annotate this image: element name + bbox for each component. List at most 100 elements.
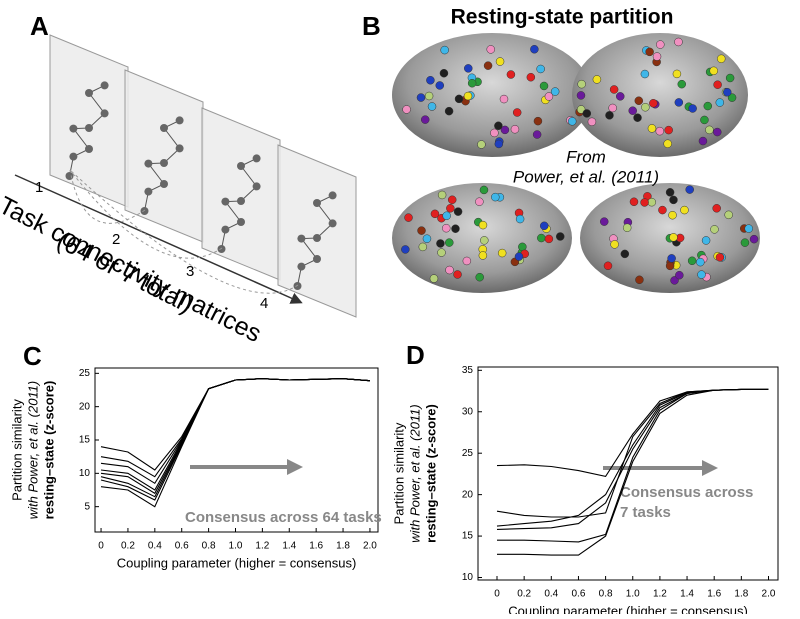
- brain-node: [424, 91, 434, 101]
- node: [144, 159, 153, 168]
- annotation: 7 tasks: [620, 504, 671, 521]
- brain-node: [454, 94, 464, 104]
- node: [65, 172, 74, 180]
- series-line: [100, 378, 370, 495]
- brain-node: [475, 272, 484, 282]
- brain-node: [526, 72, 536, 82]
- node: [237, 197, 245, 205]
- brain-node: [672, 69, 682, 79]
- brain-node: [633, 113, 642, 122]
- source: From: [566, 147, 606, 166]
- brain-node: [652, 52, 662, 61]
- plot-frame: [477, 366, 779, 581]
- brain-node: [446, 204, 455, 213]
- y-tick-label: 5: [84, 501, 90, 512]
- brain-node: [727, 93, 737, 102]
- brain-node: [698, 136, 708, 146]
- panel-a: A 1 2 3 4 Task connectivity matrices (64…: [0, 11, 357, 348]
- node: [69, 124, 78, 133]
- brain-node: [647, 124, 657, 133]
- matrices: [49, 34, 357, 318]
- node: [175, 116, 184, 125]
- node: [237, 218, 245, 226]
- brain-node: [701, 236, 711, 245]
- x-tick-label: 1.0: [229, 541, 243, 552]
- y-tick-label: 15: [79, 435, 91, 446]
- brain-node: [724, 210, 733, 220]
- panel-label: B: [362, 11, 381, 41]
- brain-node: [744, 224, 753, 233]
- node: [85, 89, 93, 97]
- node: [293, 282, 302, 290]
- edge: [301, 238, 318, 260]
- brain-node: [494, 121, 503, 131]
- y-tick-label: 25: [79, 368, 91, 379]
- brain-node: [713, 80, 722, 89]
- source: Power, et al. (2011): [513, 167, 659, 186]
- brain-node: [420, 115, 430, 124]
- brain-node: [641, 102, 650, 112]
- node: [85, 145, 93, 153]
- node: [100, 81, 109, 90]
- brain-node: [533, 116, 543, 126]
- node: [140, 207, 149, 215]
- brain-node: [437, 248, 446, 257]
- node: [252, 182, 261, 191]
- tick-label: 1: [35, 179, 43, 196]
- brain-node: [674, 37, 683, 47]
- series-line: [100, 378, 370, 491]
- brain-node: [709, 66, 718, 76]
- brain-node: [539, 81, 549, 91]
- brain-node: [429, 274, 439, 283]
- brain-node: [716, 54, 726, 64]
- brain-node: [467, 78, 477, 88]
- x-tick-label: 1.6: [309, 541, 323, 552]
- y-axis-label: Partition similarity: [9, 399, 24, 501]
- brain-node: [478, 220, 488, 230]
- brain-node: [544, 92, 554, 101]
- series-line: [100, 378, 370, 498]
- node: [160, 159, 168, 167]
- link: [69, 169, 299, 294]
- axis: [14, 174, 303, 304]
- x-tick-label: 0.8: [599, 589, 613, 600]
- edge: [73, 128, 90, 150]
- brain-node: [445, 265, 454, 275]
- brain-node: [499, 94, 509, 104]
- brain-node: [723, 87, 732, 97]
- node: [221, 197, 230, 206]
- brain-node: [463, 91, 473, 101]
- x-tick-label: 2.0: [363, 541, 377, 552]
- x-tick-label: 1.8: [336, 541, 350, 552]
- brain-node: [740, 238, 750, 247]
- brain-node: [515, 214, 525, 224]
- x-tick-label: 0: [98, 541, 104, 552]
- caption: (64 or 7 total): [52, 226, 197, 318]
- edge: [148, 163, 165, 185]
- x-tick-label: 1.4: [680, 589, 694, 600]
- brain-node: [685, 185, 694, 194]
- brain-node: [404, 213, 413, 222]
- brain-node: [634, 96, 644, 105]
- brain-node: [442, 211, 451, 220]
- node: [313, 234, 321, 242]
- x-tick-label: 0.6: [571, 589, 585, 600]
- brain-node: [478, 251, 488, 260]
- brain-node: [514, 252, 524, 261]
- brain-node: [725, 73, 735, 83]
- brain-node: [635, 275, 644, 285]
- brain-node: [430, 209, 440, 219]
- edge: [316, 202, 333, 224]
- node: [144, 187, 153, 196]
- x-tick-label: 0.8: [202, 541, 216, 552]
- brain-node: [426, 76, 435, 85]
- brain-node: [462, 256, 472, 266]
- brain-node: [567, 117, 577, 126]
- brain-node: [532, 130, 542, 139]
- y-axis-label: resting–state (z-score): [423, 404, 438, 543]
- brain-node: [592, 75, 602, 84]
- brain-node: [696, 257, 705, 267]
- x-tick-label: 0.4: [148, 541, 162, 552]
- brain-node: [647, 197, 657, 207]
- brain-node: [710, 225, 719, 234]
